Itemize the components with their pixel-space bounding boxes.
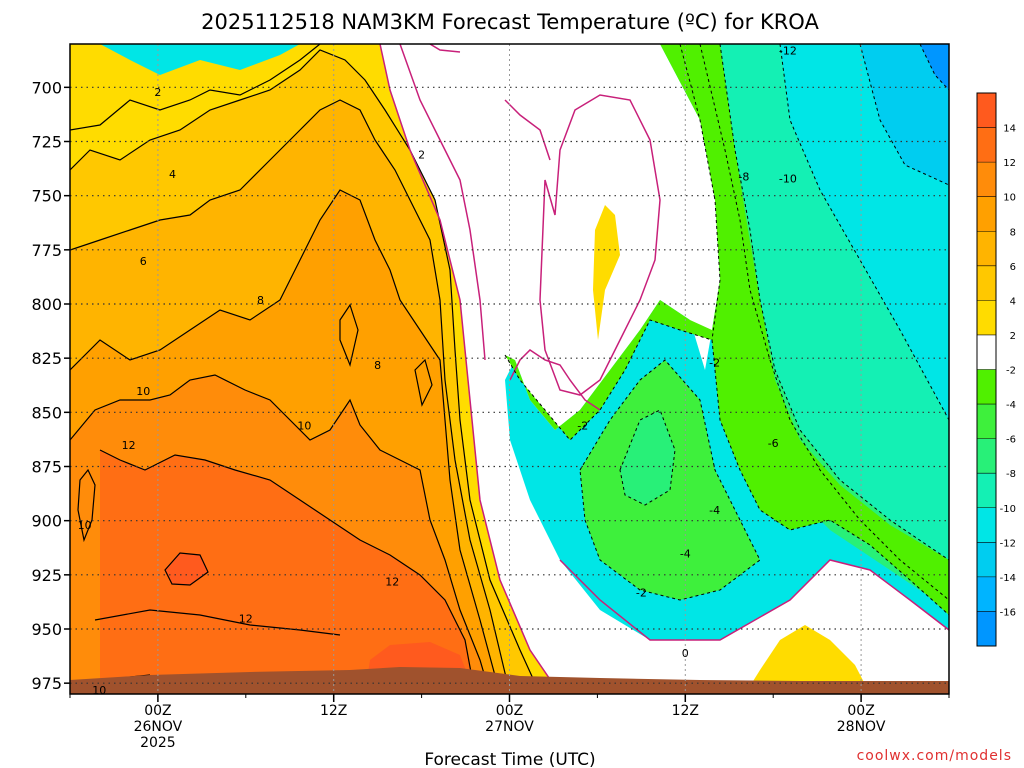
colorbar-label: -6: [1006, 435, 1016, 446]
colorbar-label: 6: [1010, 262, 1016, 273]
chart-title: 2025112518 NAM3KM Forecast Temperature (…: [201, 10, 819, 34]
contour-label: -2: [577, 420, 588, 433]
contour-label: 12: [239, 612, 253, 625]
colorbar-label: 2: [1010, 331, 1016, 342]
contour-label: 10: [297, 420, 311, 433]
colorbar-bin: [977, 162, 996, 197]
colorbar-bin: [977, 334, 996, 370]
y-tick-label: 725: [31, 133, 62, 152]
contour-label: -6: [768, 437, 779, 450]
x-tick-label: 00Z: [144, 703, 171, 719]
warm-pocket-lower: [745, 625, 870, 694]
colorbar-bin: [977, 542, 996, 577]
plot-area: [70, 44, 949, 694]
y-tick-label: 825: [31, 349, 62, 368]
colorbar-bin: [977, 611, 996, 646]
band-minus-2-green: [505, 44, 949, 615]
grid-lines: [70, 44, 949, 694]
band-minus-6-region: [620, 410, 675, 505]
x-tick-label: 26NOV: [134, 719, 183, 735]
contour-label: -2: [709, 357, 720, 370]
colorbar-label: -2: [1006, 366, 1016, 377]
x-tick-label: 28NOV: [837, 719, 886, 735]
y-tick-label: 850: [31, 403, 62, 422]
colorbar-label: -16: [1000, 607, 1016, 618]
x-tick-label: 00Z: [496, 703, 523, 719]
band-12-14: [100, 450, 475, 694]
credit-text: coolwx.com/models: [857, 748, 1012, 764]
contour-label: 2: [154, 86, 161, 99]
colorbar-label: -10: [1000, 504, 1016, 515]
zero-contour-lines: [379, 44, 949, 694]
contour-label: 8: [374, 359, 381, 372]
band-minus-16: [920, 44, 949, 90]
contour-label: 10: [78, 519, 92, 532]
colorbar-label: 14: [1003, 124, 1016, 135]
warm-pocket-upper: [593, 205, 620, 340]
colorbar-bin: [977, 196, 996, 232]
colorbar-label: 12: [1003, 158, 1016, 169]
y-tick-label: 800: [31, 295, 62, 314]
colorbar-label: -14: [1000, 573, 1016, 584]
y-tick-label: 750: [31, 187, 62, 206]
contour-label: 12: [385, 576, 399, 589]
contour-label: -10: [779, 173, 797, 186]
contour-label: 4: [169, 168, 176, 181]
cold-contour-lines: [504, 44, 949, 616]
x-tick-label: 27NOV: [485, 719, 534, 735]
x-tick-label: 12Z: [672, 703, 699, 719]
band-14-16: [165, 553, 208, 585]
y-tick-label: 775: [31, 241, 62, 260]
colorbar-label: -12: [1000, 538, 1016, 549]
x-axis-label: Forecast Time (UTC): [424, 750, 595, 768]
contour-label: -12: [779, 45, 797, 58]
contour-label: 12: [122, 439, 136, 452]
colorbar-label: 8: [1010, 227, 1016, 238]
x-tick-label: 00Z: [847, 703, 874, 719]
x-tick-label: 2025: [140, 735, 176, 751]
band-near-zero: [380, 44, 949, 694]
y-tick-label: 900: [31, 512, 62, 531]
colorbar-bin: [977, 300, 996, 335]
y-tick-label: 700: [31, 78, 62, 97]
band-minus-14: [860, 44, 949, 185]
colorbar-label: -4: [1006, 400, 1016, 411]
colorbar-bin: [977, 507, 996, 543]
colorbar: 14 12 10 8 6 4 2 -2 -4 -6 -8 -10 -12 -14 -16: [976, 92, 1016, 647]
contour-label: 2: [418, 149, 425, 162]
colorbar-label: 10: [1003, 193, 1016, 204]
colorbar-bin: [977, 438, 996, 474]
contour-labels: 2 2 4 6 8 8 10 10 12 10 12 12 10 -2 -2 -4 -4 -2 0 -6 -8 -10 -1…: [78, 45, 797, 697]
band-minus-10: [700, 44, 949, 600]
contour-label: 0: [682, 647, 689, 660]
contour-label: 10: [92, 684, 106, 697]
contour-label: 6: [140, 255, 147, 268]
y-tick-label: 975: [31, 674, 62, 693]
y-tick-label: 875: [31, 458, 62, 477]
colorbar-bin: [977, 265, 996, 301]
contour-label: -4: [680, 547, 691, 560]
colorbar-label: 4: [1010, 296, 1016, 307]
colorbar-bin: [977, 404, 996, 439]
colorbar-bin: [977, 93, 996, 128]
colorbar-bin: [977, 127, 996, 163]
y-tick-label: 950: [31, 620, 62, 639]
contour-label: 10: [136, 385, 150, 398]
colorbar-bin: [977, 369, 996, 405]
colorbar-bin: [977, 576, 996, 612]
colorbar-label: -8: [1006, 469, 1016, 480]
y-axis: 700 725 750 775 800 825 850 875 900 925 950 975: [31, 78, 70, 693]
contour-label: -8: [738, 170, 749, 183]
x-tick-label: 12Z: [320, 703, 347, 719]
contour-label: 8: [257, 294, 264, 307]
colorbar-bin: [977, 231, 996, 266]
contour-label: -4: [709, 504, 720, 517]
colorbar-bin: [977, 473, 996, 508]
contour-label: -2: [636, 586, 647, 599]
y-tick-label: 925: [31, 566, 62, 585]
